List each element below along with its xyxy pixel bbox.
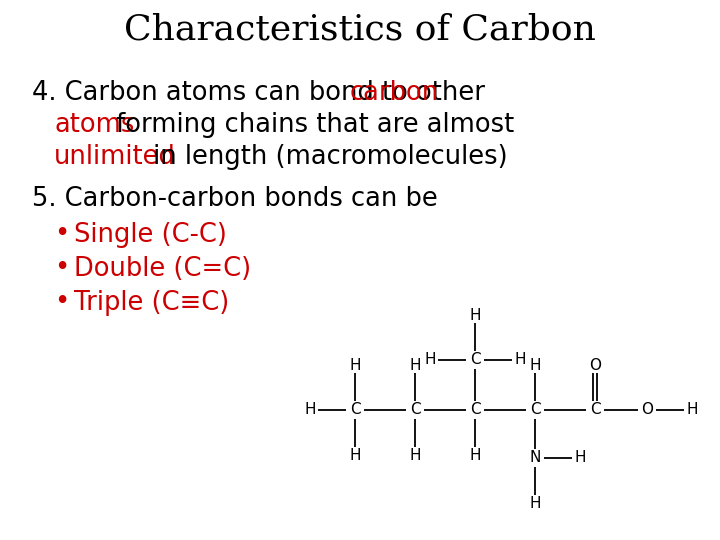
Text: H: H (409, 357, 420, 373)
Text: H: H (409, 448, 420, 462)
Text: H: H (349, 357, 361, 373)
Text: H: H (686, 402, 698, 417)
Text: O: O (589, 357, 601, 373)
Text: Triple (C≡C): Triple (C≡C) (74, 290, 229, 316)
Text: N: N (529, 450, 541, 465)
Text: carbon: carbon (350, 80, 439, 106)
Text: •: • (54, 255, 69, 281)
Text: in length (macromolecules): in length (macromolecules) (145, 144, 508, 170)
Text: H: H (469, 307, 481, 322)
Text: •: • (54, 289, 69, 315)
Text: O: O (641, 402, 653, 417)
Text: H: H (349, 448, 361, 462)
Text: Single (C-C): Single (C-C) (74, 222, 227, 248)
Text: atoms: atoms (54, 112, 135, 138)
Text: H: H (529, 496, 541, 510)
Text: forming chains that are almost: forming chains that are almost (108, 112, 514, 138)
Text: 4. Carbon atoms can bond to other: 4. Carbon atoms can bond to other (32, 80, 493, 106)
Text: C: C (590, 402, 600, 417)
Text: H: H (575, 450, 586, 465)
Text: C: C (410, 402, 420, 417)
Text: C: C (469, 353, 480, 368)
Text: C: C (530, 402, 540, 417)
Text: H: H (469, 448, 481, 462)
Text: unlimited: unlimited (54, 144, 176, 170)
Text: C: C (469, 402, 480, 417)
Text: H: H (514, 353, 526, 368)
Text: H: H (424, 353, 436, 368)
Text: H: H (529, 357, 541, 373)
Text: H: H (305, 402, 316, 417)
Text: Double (C=C): Double (C=C) (74, 256, 251, 282)
Text: Characteristics of Carbon: Characteristics of Carbon (124, 12, 596, 46)
Text: C: C (350, 402, 360, 417)
Text: •: • (54, 221, 69, 247)
Text: 5. Carbon-carbon bonds can be: 5. Carbon-carbon bonds can be (32, 186, 438, 212)
